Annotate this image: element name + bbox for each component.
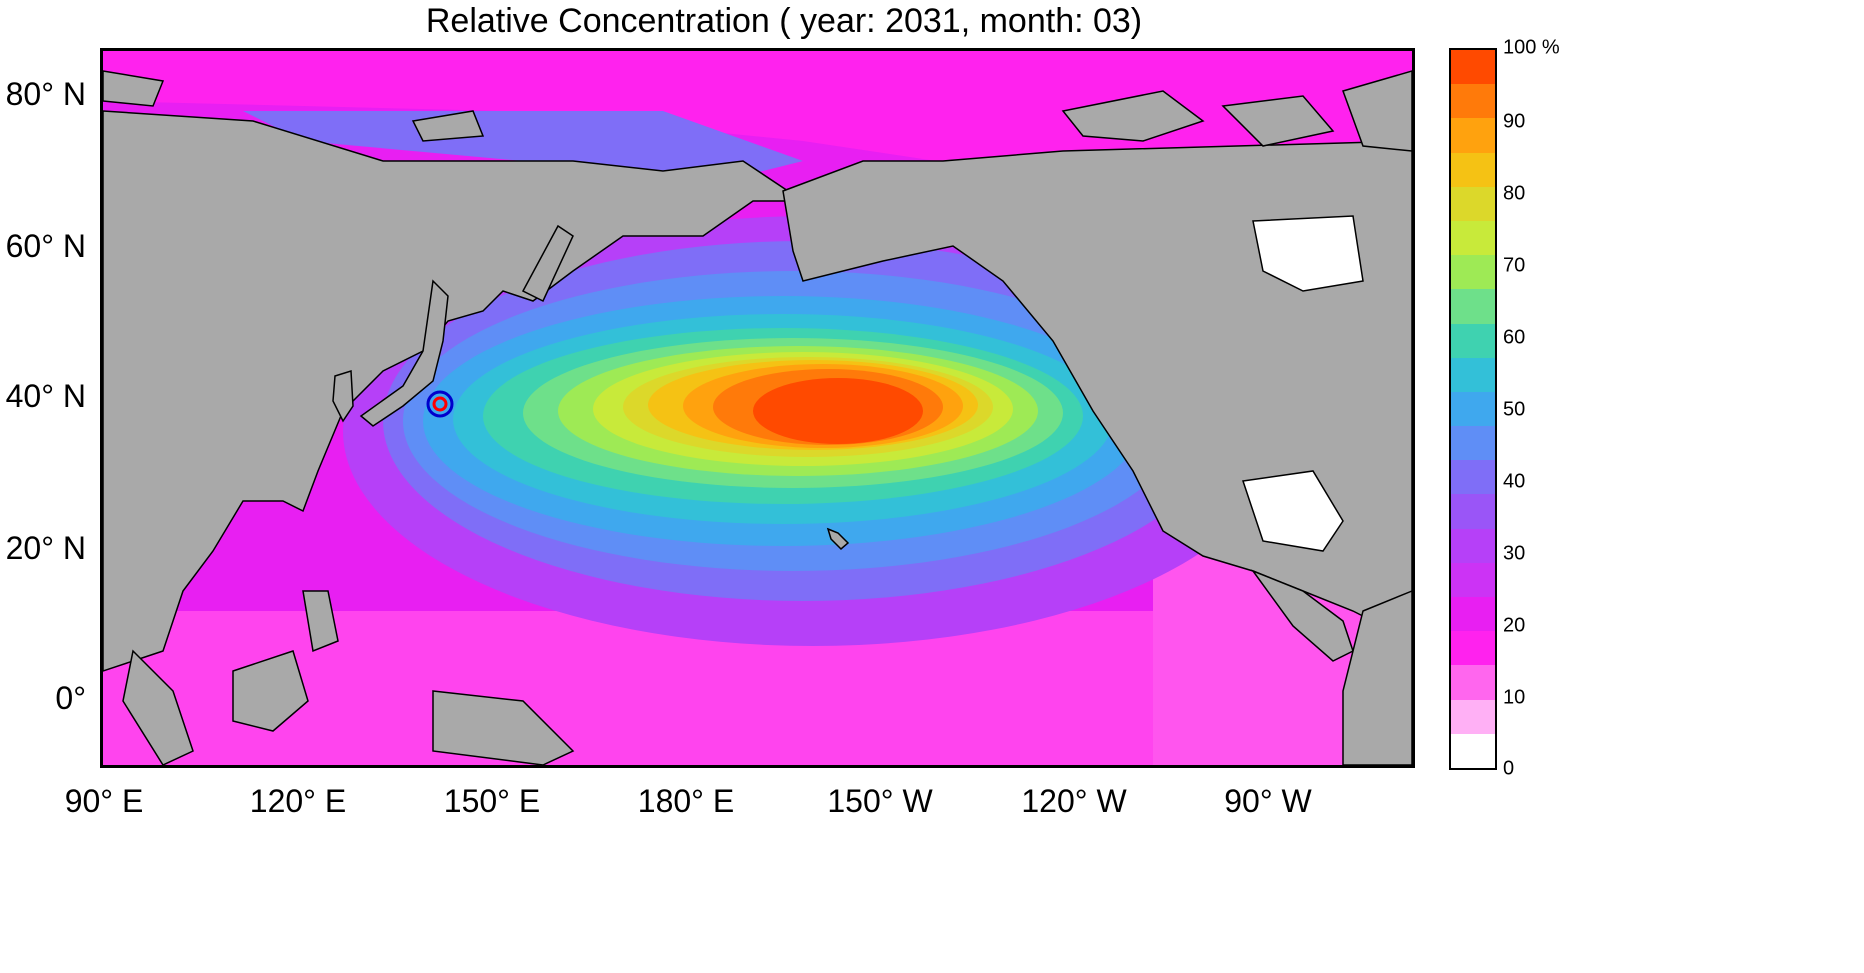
colorbar-segment (1451, 597, 1495, 632)
lat-label-60n: 60° N (5, 228, 86, 264)
map-title: Relative Concentration ( year: 2031, mon… (425, 2, 1143, 40)
colorbar-segment (1451, 733, 1495, 768)
colorbar-segment (1451, 391, 1495, 427)
arctic-island-asia (103, 70, 165, 107)
kamchatka (521, 224, 574, 303)
lon-label-90w: 90° W (1224, 783, 1312, 819)
lon-label-180e: 180° E (637, 783, 735, 819)
colorbar-segment (1451, 289, 1495, 324)
colorbar-tick-80: 80 (1503, 182, 1526, 205)
colorbar-tick-50: 50 (1503, 398, 1526, 421)
arctic-island-2 (1221, 95, 1335, 147)
philippines (302, 590, 339, 653)
japan (359, 279, 449, 427)
hudson-bay (1252, 215, 1364, 292)
south-america (1342, 590, 1412, 765)
colorbar-segment (1451, 186, 1495, 221)
colorbar-tick-60: 60 (1503, 326, 1526, 349)
map-canvas (103, 51, 1412, 765)
sumatra (122, 649, 194, 765)
colorbar-segment (1451, 220, 1495, 256)
release-point-inner-ring (432, 396, 448, 412)
gulf-of-mexico (1242, 470, 1344, 552)
lon-label-150e: 150° E (443, 783, 541, 819)
colorbar-segment (1451, 631, 1495, 666)
colorbar-tick-100: 100 % (1503, 36, 1560, 59)
arctic-island-1 (1061, 90, 1205, 142)
arctic-blue-band (243, 111, 803, 181)
lat-label-80n: 80° N (5, 76, 86, 112)
colorbar-tick-40: 40 (1503, 470, 1526, 493)
colorbar-tick-70: 70 (1503, 254, 1526, 277)
colorbar-segment (1451, 50, 1495, 85)
lat-label-40n: 40° N (5, 378, 86, 414)
concentration-map (100, 48, 1415, 768)
colorbar-segment (1451, 323, 1495, 358)
arctic-island-3 (1342, 70, 1412, 152)
colorbar-segment (1451, 357, 1495, 392)
lat-label-0: 0° (55, 680, 86, 716)
lon-label-120e: 120° E (249, 783, 347, 819)
colorbar-segment (1451, 494, 1495, 529)
colorbar-segment (1451, 426, 1495, 461)
release-point-outer-ring (426, 390, 454, 418)
lon-label-90e: 90° E (64, 783, 144, 819)
hawaii (826, 527, 850, 551)
colorbar-tick-90: 90 (1503, 110, 1526, 133)
asia-landmass (103, 110, 806, 672)
korea (332, 369, 354, 423)
lon-label-150w: 150° W (827, 783, 933, 819)
colorbar-tick-0: 0 (1503, 757, 1515, 780)
lat-label-20n: 20° N (5, 530, 86, 566)
colorbar-segment (1451, 152, 1495, 187)
new-siberian-islands (411, 110, 485, 142)
colorbar-segment (1451, 699, 1495, 734)
colorbar-segment (1451, 562, 1495, 597)
conc-ring-100 (753, 378, 923, 444)
borneo (232, 650, 309, 732)
colorbar (1449, 48, 1497, 770)
colorbar-segment (1451, 118, 1495, 153)
colorbar-segment (1451, 255, 1495, 290)
colorbar-tick-20: 20 (1503, 614, 1526, 637)
new-guinea (432, 690, 575, 765)
colorbar-tick-30: 30 (1503, 542, 1526, 565)
colorbar-tick-10: 10 (1503, 686, 1526, 709)
colorbar-segment (1451, 460, 1495, 495)
arctic-band (103, 51, 1412, 171)
colorbar-segment (1451, 528, 1495, 563)
lon-label-120w: 120° W (1021, 783, 1127, 819)
colorbar-segment (1451, 84, 1495, 119)
colorbar-segment (1451, 665, 1495, 700)
